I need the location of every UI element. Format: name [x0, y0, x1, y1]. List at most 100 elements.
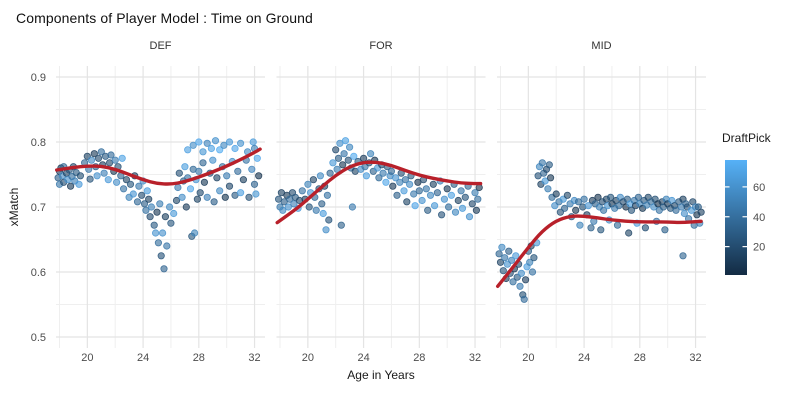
y-tick-label: 0.5 — [31, 332, 46, 344]
data-point — [627, 206, 636, 214]
data-point — [170, 209, 178, 218]
data-point — [138, 191, 146, 199]
data-point — [474, 195, 482, 203]
data-point — [305, 203, 313, 211]
data-point — [220, 141, 228, 149]
data-point — [146, 213, 154, 221]
facet-panel-MID: MID 20 24 28 32 — [495, 40, 706, 364]
data-point — [501, 254, 509, 262]
data-point — [332, 146, 340, 154]
data-point — [576, 221, 584, 229]
data-point — [329, 159, 337, 167]
data-point — [118, 154, 126, 162]
data-point — [237, 189, 245, 197]
data-point — [135, 182, 143, 190]
data-point — [156, 200, 164, 208]
data-point — [225, 138, 234, 146]
y-axis-title: xMatch — [7, 187, 21, 227]
data-point — [216, 146, 224, 154]
data-point — [517, 269, 526, 277]
points-layer-MID — [495, 159, 705, 303]
data-point — [167, 219, 175, 227]
data-point — [87, 156, 96, 164]
data-point — [122, 176, 131, 184]
data-point — [440, 195, 448, 203]
x-tick-label: 20 — [522, 352, 534, 364]
data-point — [207, 144, 215, 153]
legend-tick-label: 40 — [753, 212, 765, 224]
data-point — [461, 193, 469, 201]
data-point — [318, 200, 326, 208]
facet-strip-label: FOR — [369, 40, 392, 52]
data-point — [150, 221, 158, 229]
x-tick-label: 20 — [302, 352, 314, 364]
data-point — [344, 156, 352, 164]
data-point — [245, 193, 253, 201]
data-point — [538, 159, 546, 167]
data-point — [174, 183, 182, 192]
data-point — [143, 187, 151, 195]
data-point — [184, 146, 192, 154]
data-point — [107, 151, 115, 159]
data-point — [599, 206, 608, 214]
data-point — [507, 256, 516, 264]
y-tick-label: 0.8 — [31, 137, 46, 149]
data-point — [580, 195, 588, 203]
data-point — [195, 167, 203, 175]
legend-tick-label: 60 — [753, 182, 765, 194]
data-point — [111, 156, 119, 164]
data-point — [203, 139, 211, 147]
data-point — [237, 139, 245, 147]
data-point — [594, 193, 602, 201]
data-point — [498, 243, 506, 251]
data-point — [560, 204, 569, 212]
data-point — [458, 204, 467, 212]
data-point — [181, 163, 189, 171]
smooth-line-FOR — [275, 160, 483, 225]
data-point — [379, 169, 387, 177]
x-tick-label: 28 — [413, 352, 425, 364]
data-point — [252, 190, 260, 198]
smooth-line-DEF — [55, 147, 262, 186]
data-point — [509, 278, 517, 286]
data-point — [387, 167, 395, 175]
data-point — [129, 190, 137, 198]
data-point — [672, 206, 680, 214]
data-point — [359, 154, 368, 162]
data-point — [172, 196, 181, 205]
data-point — [572, 206, 580, 214]
data-point — [457, 187, 465, 195]
data-point — [309, 176, 317, 184]
data-point — [597, 226, 605, 234]
data-point — [552, 190, 560, 198]
data-point — [213, 174, 221, 182]
data-point — [345, 143, 354, 151]
legend-colorbar: 20 40 60 — [725, 160, 765, 275]
data-point — [145, 195, 153, 203]
x-axis-title: Age in Years — [347, 368, 415, 382]
facet-panel-DEF: DEF 20 24 28 32 — [54, 40, 265, 364]
data-point — [563, 191, 572, 199]
data-point — [366, 150, 375, 158]
data-point — [541, 177, 549, 185]
data-point — [443, 185, 451, 193]
data-point — [391, 174, 400, 182]
data-point — [253, 154, 261, 162]
data-point — [362, 172, 370, 180]
data-point — [94, 154, 103, 162]
data-point — [113, 178, 121, 186]
data-point — [186, 185, 195, 193]
data-point — [223, 172, 231, 180]
x-tick-label: 24 — [137, 352, 149, 364]
data-point — [526, 258, 534, 266]
x-tick-label: 32 — [469, 352, 481, 364]
data-point — [625, 229, 633, 237]
data-point — [203, 193, 211, 201]
data-point — [191, 229, 199, 237]
data-point — [382, 178, 390, 186]
data-point — [393, 191, 401, 199]
y-tick-label: 0.6 — [31, 267, 46, 279]
data-point — [152, 229, 160, 237]
